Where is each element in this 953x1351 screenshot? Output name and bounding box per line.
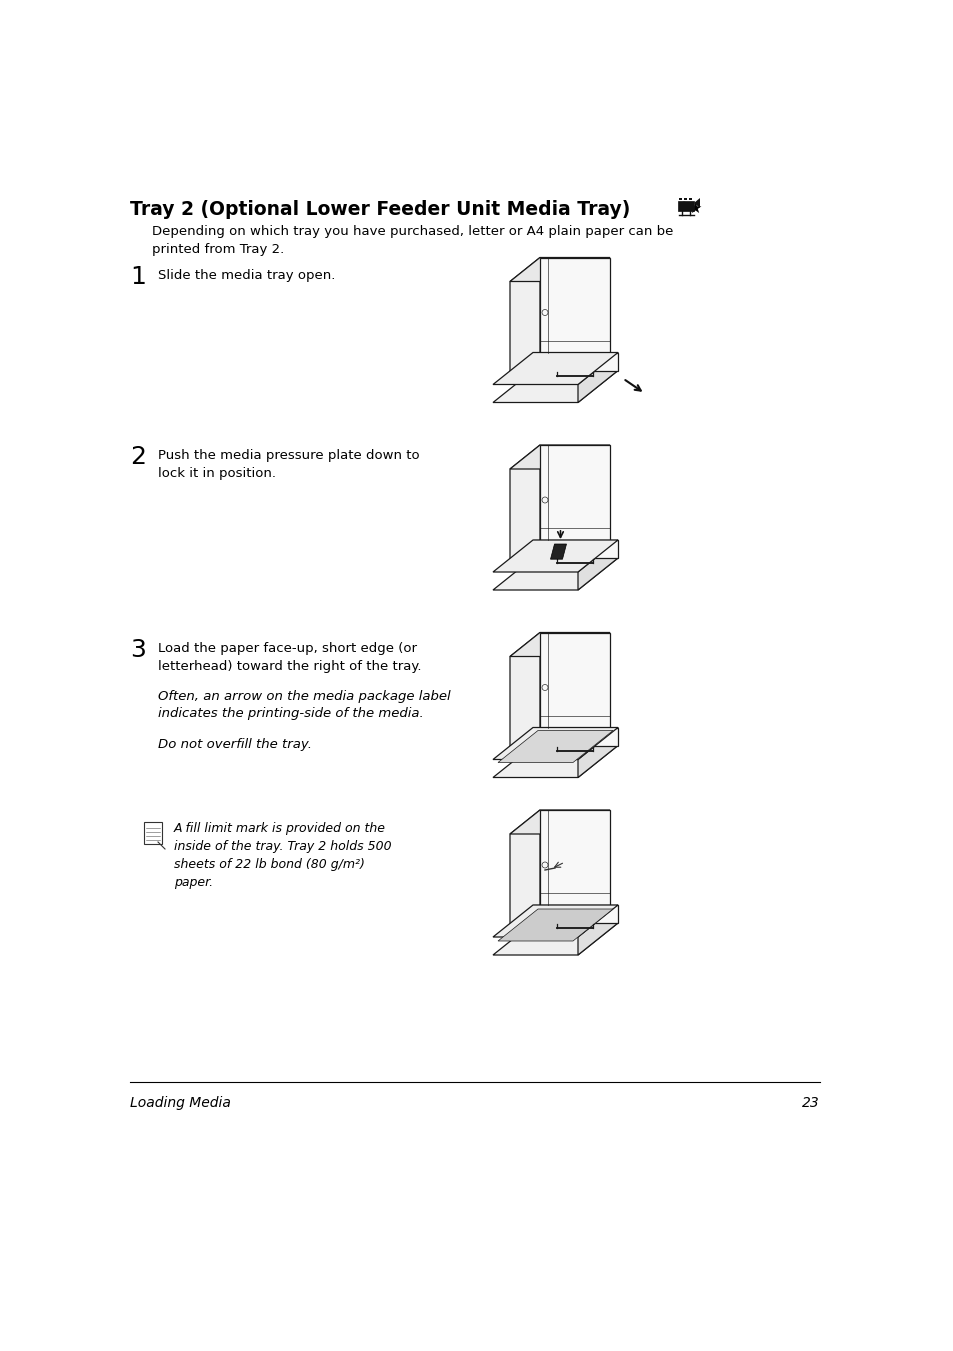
Polygon shape — [493, 905, 618, 938]
Polygon shape — [497, 909, 613, 942]
Polygon shape — [510, 632, 539, 751]
Polygon shape — [493, 370, 618, 403]
Polygon shape — [550, 544, 566, 559]
Text: 2: 2 — [130, 444, 146, 469]
Text: Loading Media: Loading Media — [130, 1096, 231, 1111]
Bar — [688, 199, 691, 200]
Polygon shape — [510, 632, 609, 657]
Polygon shape — [493, 923, 618, 955]
Polygon shape — [533, 540, 618, 558]
Bar — [679, 199, 681, 200]
Text: 1: 1 — [130, 265, 146, 289]
Polygon shape — [539, 258, 609, 353]
Circle shape — [679, 203, 687, 209]
Polygon shape — [533, 905, 618, 923]
Bar — [144, 821, 162, 844]
Polygon shape — [510, 444, 539, 563]
Text: Do not overfill the tray.: Do not overfill the tray. — [158, 738, 312, 751]
Polygon shape — [510, 258, 539, 377]
Polygon shape — [533, 353, 618, 370]
Text: Often, an arrow on the media package label
indicates the printing-side of the me: Often, an arrow on the media package lab… — [158, 690, 450, 720]
Polygon shape — [578, 905, 618, 955]
Polygon shape — [493, 558, 618, 590]
Polygon shape — [578, 540, 618, 590]
Text: Load the paper face-up, short edge (or
letterhead) toward the right of the tray.: Load the paper face-up, short edge (or l… — [158, 642, 421, 673]
Polygon shape — [510, 811, 609, 834]
Text: ⚬★: ⚬★ — [676, 201, 701, 216]
Bar — [683, 199, 686, 200]
Text: 3: 3 — [130, 638, 146, 662]
Polygon shape — [510, 444, 609, 469]
Polygon shape — [539, 811, 609, 905]
Polygon shape — [578, 353, 618, 403]
Text: Depending on which tray you have purchased, letter or A4 plain paper can be
prin: Depending on which tray you have purchas… — [152, 226, 673, 255]
Polygon shape — [510, 811, 539, 929]
Bar — [678, 201, 693, 211]
Text: Tray 2 (Optional Lower Feeder Unit Media Tray): Tray 2 (Optional Lower Feeder Unit Media… — [130, 200, 630, 219]
Polygon shape — [578, 727, 618, 777]
Polygon shape — [497, 731, 613, 762]
Polygon shape — [493, 353, 618, 385]
Polygon shape — [693, 199, 700, 208]
Text: Slide the media tray open.: Slide the media tray open. — [158, 269, 335, 282]
Polygon shape — [539, 632, 609, 727]
Polygon shape — [510, 258, 609, 281]
Polygon shape — [493, 727, 618, 759]
Polygon shape — [533, 727, 618, 746]
Text: A fill limit mark is provided on the
inside of the tray. Tray 2 holds 500
sheets: A fill limit mark is provided on the ins… — [173, 821, 392, 889]
Text: Push the media pressure plate down to
lock it in position.: Push the media pressure plate down to lo… — [158, 449, 419, 480]
Polygon shape — [493, 540, 618, 571]
Text: 23: 23 — [801, 1096, 820, 1111]
Polygon shape — [493, 746, 618, 777]
Polygon shape — [539, 444, 609, 540]
